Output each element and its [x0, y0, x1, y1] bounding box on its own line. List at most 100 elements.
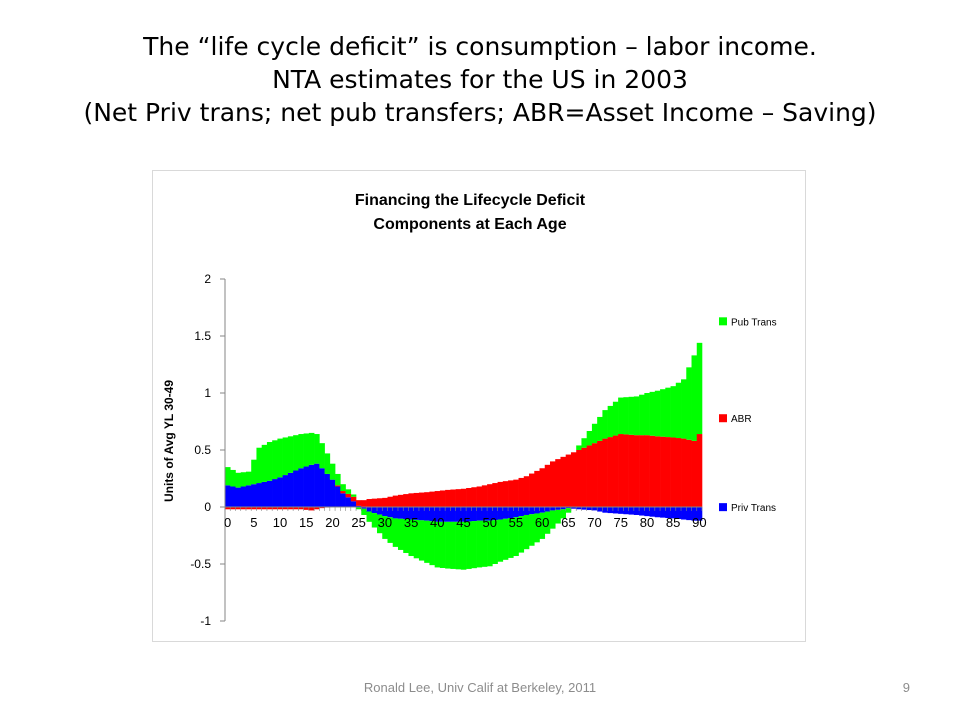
- bar-priv-trans-age-74: [612, 507, 619, 514]
- legend-label-pub-trans: Pub Trans: [731, 317, 777, 328]
- bar-pub-trans-age-80: [644, 393, 650, 436]
- bar-priv-trans-age-25: [356, 505, 362, 507]
- bar-priv-trans-age-21: [335, 486, 341, 507]
- bar-priv-trans-age-57: [523, 507, 530, 515]
- bar-priv-trans-age-35: [408, 507, 415, 520]
- bar-pub-trans-age-52: [497, 519, 504, 562]
- bar-priv-trans-age-6: [256, 483, 262, 507]
- x-tick-label: 35: [404, 515, 418, 530]
- bar-priv-trans-age-7: [261, 481, 268, 507]
- bar-priv-trans-age-67: [576, 507, 582, 510]
- bar-pub-trans-age-89: [691, 355, 698, 441]
- bar-abr-age-50: [487, 484, 493, 507]
- x-tick-label: 25: [351, 515, 365, 530]
- bar-priv-trans-age-76: [623, 507, 629, 515]
- bar-abr-age-54: [508, 480, 514, 507]
- y-tick-label: 1.5: [194, 329, 211, 343]
- bar-pub-trans-age-27: [366, 511, 373, 522]
- legend-swatch-abr: [719, 414, 727, 423]
- bar-priv-trans-age-77: [628, 507, 635, 515]
- bar-abr-age-77: [628, 434, 635, 507]
- bar-pub-trans-age-1: [230, 469, 236, 487]
- bar-pub-trans-age-77: [628, 396, 635, 435]
- bar-priv-trans-age-26: [361, 507, 367, 509]
- bar-pub-trans-age-38: [424, 520, 430, 563]
- bar-abr-age-61: [544, 464, 551, 507]
- lifecycle-deficit-chart: Financing the Lifecycle Deficit Componen…: [162, 192, 777, 628]
- bar-abr-age-74: [612, 435, 619, 507]
- bar-pub-trans-age-58: [529, 514, 535, 546]
- bar-pub-trans-age-30: [382, 516, 388, 539]
- bar-priv-trans-age-38: [424, 507, 430, 521]
- bar-priv-trans-age-8: [266, 480, 273, 507]
- bar-priv-trans-age-72: [602, 507, 608, 513]
- slide-title-line-2: NTA estimates for the US in 2003: [272, 65, 688, 94]
- bar-pub-trans-age-13: [293, 435, 299, 471]
- bar-abr-age-51: [492, 483, 498, 507]
- bar-priv-trans-age-13: [293, 470, 299, 507]
- bar-priv-trans-age-2: [235, 487, 242, 507]
- bar-pub-trans-age-9: [272, 440, 278, 480]
- bar-pub-trans-age-45: [460, 521, 467, 570]
- x-tick-label: 50: [482, 515, 496, 530]
- bar-priv-trans-age-33: [397, 507, 404, 519]
- bar-abr-age-41: [439, 490, 446, 507]
- bar-abr-age-40: [434, 491, 441, 507]
- y-tick-label: 0.5: [194, 443, 211, 457]
- bar-pub-trans-age-87: [681, 379, 687, 439]
- bar-abr-age-57: [523, 476, 530, 507]
- bar-abr-age-1: [230, 507, 236, 510]
- bar-abr-age-30: [382, 497, 388, 507]
- bar-priv-trans-age-79: [639, 507, 645, 516]
- y-axis-label: Units of Avg YL 30-49: [162, 380, 176, 502]
- bar-abr-age-16: [308, 507, 315, 511]
- bar-pub-trans-age-31: [387, 517, 394, 543]
- bar-abr-age-66: [570, 452, 577, 507]
- bar-pub-trans-age-21: [335, 473, 341, 486]
- x-tick-label: 80: [640, 515, 654, 530]
- bar-pub-trans-age-15: [303, 433, 310, 467]
- bar-priv-trans-age-84: [665, 507, 671, 519]
- bar-priv-trans-age-17: [314, 463, 320, 507]
- bar-abr-age-85: [670, 437, 677, 507]
- bar-pub-trans-age-37: [418, 520, 425, 561]
- slide-title-line-3: (Net Priv trans; net pub transfers; ABR=…: [83, 98, 877, 127]
- bar-abr-age-59: [534, 470, 540, 507]
- bar-priv-trans-age-68: [581, 507, 587, 510]
- bar-priv-trans-age-86: [675, 507, 682, 519]
- bar-pub-trans-age-69: [586, 431, 593, 446]
- bar-pub-trans-age-70: [591, 423, 598, 444]
- bar-abr-age-26: [361, 500, 367, 507]
- bar-abr-age-44: [455, 489, 462, 507]
- bar-abr-age-2: [235, 507, 242, 510]
- bar-priv-trans-age-61: [544, 507, 551, 512]
- bar-pub-trans-age-47: [471, 521, 477, 569]
- bar-priv-trans-age-90: [696, 507, 703, 521]
- bar-pub-trans-age-36: [413, 519, 420, 559]
- bar-abr-age-42: [445, 489, 451, 507]
- bar-abr-age-34: [403, 494, 409, 507]
- bar-pub-trans-age-32: [392, 518, 399, 547]
- bar-priv-trans-age-63: [555, 507, 561, 510]
- bar-abr-age-38: [424, 492, 430, 507]
- bar-abr-age-68: [581, 447, 587, 507]
- chart-container: Financing the Lifecycle Deficit Componen…: [152, 170, 806, 642]
- bar-pub-trans-age-22: [340, 484, 346, 492]
- bar-priv-trans-age-70: [591, 507, 598, 511]
- bar-abr-age-86: [675, 438, 682, 507]
- bar-pub-trans-age-41: [439, 521, 446, 568]
- bar-pub-trans-age-78: [633, 396, 640, 436]
- bar-priv-trans-age-87: [681, 507, 687, 520]
- bar-priv-trans-age-81: [649, 507, 656, 517]
- bar-pub-trans-age-25: [356, 507, 362, 510]
- bar-abr-age-90: [696, 434, 703, 507]
- bar-abr-age-73: [607, 437, 614, 507]
- bar-priv-trans-age-40: [434, 507, 441, 522]
- bar-abr-age-76: [623, 434, 629, 507]
- bar-abr-age-17: [314, 507, 320, 510]
- bar-priv-trans-age-60: [539, 507, 546, 513]
- bar-pub-trans-age-19: [324, 453, 331, 474]
- x-tick-label: 90: [692, 515, 706, 530]
- bar-pub-trans-age-67: [576, 445, 582, 450]
- bar-abr-age-56: [518, 477, 525, 507]
